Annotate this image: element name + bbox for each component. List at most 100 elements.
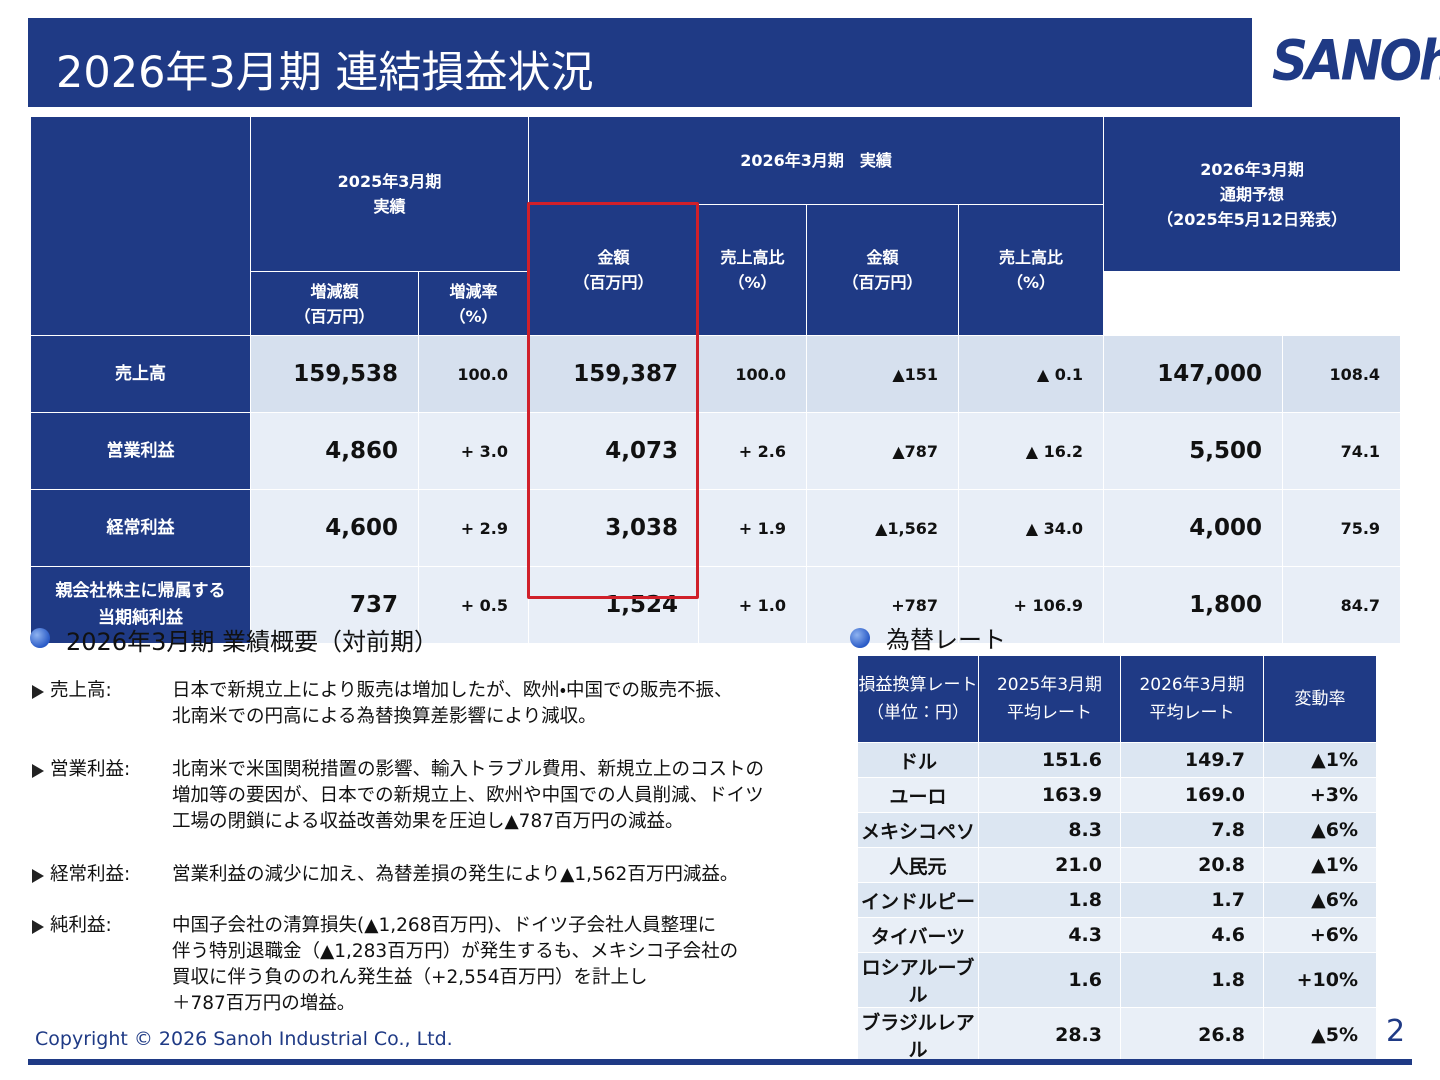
header-line: （百万円）	[294, 306, 375, 326]
header-line: 2026年3月期	[1200, 159, 1304, 179]
rate-cell: 149.7	[1120, 742, 1264, 778]
text-line: 営業利益の減少に加え、為替差損の発生により▲1,562百万円減益。	[172, 864, 739, 885]
header-bar: 2026年3月期 連結損益状況	[28, 18, 1252, 107]
header-line: （%）	[728, 273, 777, 292]
header-line: 増減額	[310, 281, 359, 301]
rate-cell: +10%	[1263, 952, 1377, 1008]
value-cell: ▲ 34.0	[958, 489, 1105, 567]
value-cell: 1,800	[1103, 566, 1284, 644]
header-line: （%）	[1007, 273, 1056, 292]
rate-cell: ▲6%	[1263, 812, 1377, 848]
rate-cell: 4.3	[978, 917, 1121, 953]
header-line: 売上高比	[720, 248, 785, 267]
data-row: ロシアルーブル 1.6 1.8 +10%	[857, 952, 1377, 1008]
value-cell: 108.4	[1282, 335, 1402, 413]
value-cell: 159,387	[528, 335, 700, 413]
value-cell: 4,600	[250, 489, 419, 567]
data-row: ユーロ 163.9 169.0 +3%	[857, 777, 1377, 813]
value-cell: + 2.6	[698, 412, 808, 490]
currency: ユーロ	[857, 777, 979, 813]
value-cell: 4,000	[1103, 489, 1284, 567]
rate-cell: 8.3	[978, 812, 1121, 848]
header-line: （百万円）	[842, 273, 923, 292]
row-label: 経常利益	[30, 489, 251, 567]
text-line: 日本で新規立上により販売は増加したが、欧州・中国での販売不振、	[172, 680, 733, 701]
value-cell: + 3.0	[417, 412, 530, 490]
column-header: 売上高比 （%）	[698, 204, 808, 336]
value-cell: ▲ 0.1	[958, 335, 1105, 413]
copyright: Copyright © 2026 Sanoh Industrial Co., L…	[35, 1028, 453, 1050]
header-row: 2025年3月期 実績 2026年3月期 実績 2026年3月期 通期予想 （2025年5…	[30, 116, 1402, 336]
value-cell: 737	[250, 566, 419, 644]
header-line: 金額	[866, 248, 899, 267]
text-line: 北南米で米国関税措置の影響、輸入トラブル費用、新規立上のコストの	[172, 759, 765, 780]
header-line: 2025年3月期	[337, 172, 442, 191]
column-header: 増減額 （百万円）	[250, 271, 419, 336]
rate-cell: 1.7	[1120, 882, 1264, 918]
column-header: 変動率	[1263, 655, 1377, 743]
value-cell: 4,073	[528, 412, 700, 490]
page-number: 2	[1386, 1014, 1406, 1049]
rate-cell: 169.0	[1120, 777, 1264, 813]
item-text: 営業利益の減少に加え、為替差損の発生により▲1,562百万円減益。	[172, 862, 738, 888]
label-line: 営業利益	[106, 440, 175, 461]
currency: タイバーツ	[857, 917, 979, 953]
rate-cell: 1.6	[978, 952, 1121, 1008]
header-row: 増減額 （百万円） 増減率 （%）	[31, 271, 1401, 336]
rate-cell: ▲6%	[1263, 882, 1377, 918]
column-header: 増減率 （%）	[417, 271, 530, 336]
value-cell: + 2.9	[417, 489, 530, 567]
corner-cell	[30, 116, 251, 336]
currency: ロシアルーブル	[857, 952, 979, 1008]
rate-cell: +6%	[1263, 917, 1377, 953]
data-row: 人民元 21.0 20.8 ▲1%	[857, 847, 1377, 883]
item-text: 北南米で米国関税措置の影響、輸入トラブル費用、新規立上のコストの 増加等の要因が、…	[172, 757, 764, 835]
header-line: （%）	[449, 306, 498, 326]
text-line: 買収に伴う負ののれん発生益（+2,554百万円）を計上し	[172, 967, 648, 988]
row-label: 売上高	[30, 335, 251, 413]
data-row: ドル 151.6 149.7 ▲1%	[857, 742, 1377, 778]
label-line: 当期純利益	[98, 608, 183, 628]
text-line: 伴う特別退職金（▲1,283百万円）が発生するも、メキシコ子会社の	[172, 941, 739, 962]
item-label: 純利益:	[50, 915, 112, 936]
value-cell: 3,038	[528, 489, 700, 567]
currency: ブラジルレアル	[857, 1007, 979, 1063]
arrow-marker	[32, 685, 44, 699]
rate-cell: 21.0	[978, 847, 1121, 883]
header-line: （百万円）	[573, 273, 654, 292]
header-line: 2026年3月期 実績	[740, 151, 892, 170]
label-line: 親会社株主に帰属する	[55, 581, 226, 601]
rate-cell: 1.8	[978, 882, 1121, 918]
footer-rule	[28, 1059, 1412, 1065]
text-line: 工場の閉鎖による収益改善効果を圧迫し▲787百万円の減益。	[172, 811, 684, 832]
item-label: 経常利益:	[50, 864, 131, 885]
data-row: ブラジルレアル 28.3 26.8 ▲5%	[857, 1007, 1377, 1063]
value-cell: ▲151	[806, 335, 960, 413]
header-row: 損益換算レート （単位：円） 2025年3月期 平均レート 2026年3月期 平均レート変…	[857, 655, 1377, 743]
bullet	[850, 628, 870, 648]
value-cell: 147,000	[1103, 335, 1284, 413]
rate-cell: +3%	[1263, 777, 1377, 813]
results-table: 2025年3月期 実績 2026年3月期 実績 2026年3月期 通期予想 （2025年5…	[30, 116, 1440, 644]
arrow-marker	[32, 920, 44, 934]
header-line: 実績	[373, 197, 406, 216]
value-cell: ▲ 16.2	[958, 412, 1105, 490]
header-line: 2025年3月期	[996, 675, 1103, 695]
value-cell: 75.9	[1282, 489, 1402, 567]
data-row: インドルピー 1.8 1.7 ▲6%	[857, 882, 1377, 918]
data-row: 経常利益 4,600 + 2.9 3,038 + 1.9 ▲1,562 ▲ 34.0 4,00…	[30, 489, 1402, 567]
value-cell: + 1.9	[698, 489, 808, 567]
logo: SANOh	[1272, 29, 1440, 93]
value-cell: 4,860	[250, 412, 419, 490]
row-label: 営業利益	[30, 412, 251, 490]
currency: メキシコペソ	[857, 812, 979, 848]
value-cell: 74.1	[1282, 412, 1402, 490]
currency: ドル	[857, 742, 979, 778]
rate-cell: 163.9	[978, 777, 1121, 813]
header-line: 売上高比	[999, 248, 1064, 267]
column-header: 金額 （百万円）	[806, 204, 960, 336]
rate-cell: 4.6	[1120, 917, 1264, 953]
item-label: 営業利益:	[50, 759, 131, 780]
forex-table: 損益換算レート （単位：円） 2025年3月期 平均レート 2026年3月期 平均レート変…	[857, 655, 1377, 1063]
